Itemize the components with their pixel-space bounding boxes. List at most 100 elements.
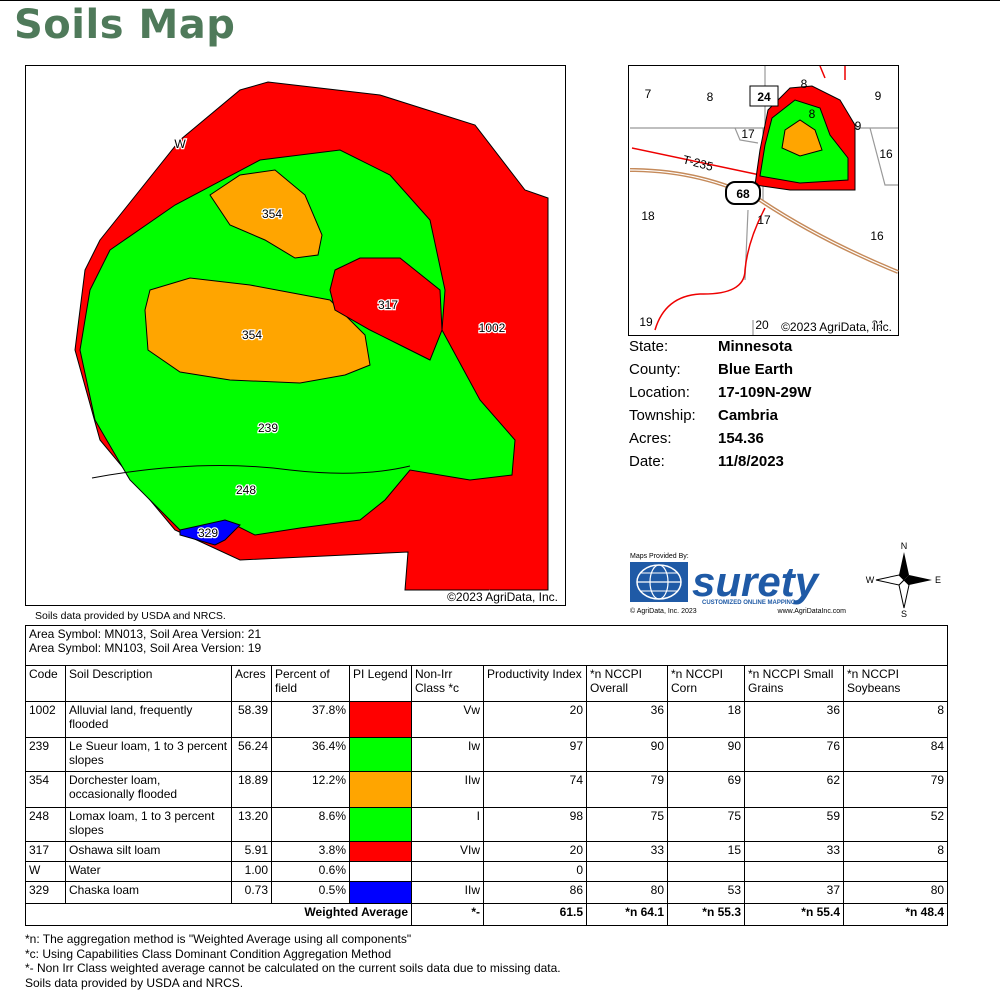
locator-label: 24 [757, 90, 771, 104]
locator-field [781, 119, 823, 157]
pi-legend [349, 861, 412, 882]
table-cell: 239 [25, 737, 66, 772]
header-cell: *n NCCPI Corn [667, 665, 745, 702]
info-key: Acres: [629, 430, 672, 447]
weighted-value: *n 64.1 [586, 903, 668, 926]
locator-label: 7 [645, 87, 652, 101]
locator-label: 16 [879, 147, 893, 161]
header-cell: *n NCCPI Small Grains [744, 665, 844, 702]
table-cell: 5.91 [231, 841, 272, 862]
logo-brand: surety [692, 558, 821, 605]
table-cell: 62 [744, 771, 844, 808]
table-cell: 317 [25, 841, 66, 862]
table-cell: 3.8% [271, 841, 350, 862]
table-cell: 36 [744, 701, 844, 738]
table-cell: 75 [667, 807, 745, 842]
header-cell: Non-Irr Class *c [411, 665, 484, 702]
table-cell: 13.20 [231, 807, 272, 842]
table-cell: 8.6% [271, 807, 350, 842]
map-label: 329 [198, 526, 218, 540]
info-key: State: [629, 338, 669, 355]
table-cell: 69 [667, 771, 745, 808]
table-cell [667, 861, 745, 882]
table-cell: 18 [667, 701, 745, 738]
red-road [631, 65, 846, 331]
pi-swatch [350, 772, 411, 807]
info-row: County: Blue Earth [629, 361, 811, 384]
table-cell: 79 [586, 771, 668, 808]
info-row: Location: 17-109N-29W [629, 384, 811, 407]
map-label: 239 [258, 421, 278, 435]
map-label: 317 [378, 298, 398, 312]
soil-354 [144, 277, 371, 384]
table-row: 239 Le Sueur loam, 1 to 3 percent slopes 5… [25, 737, 949, 772]
locator-label: 8 [809, 107, 816, 121]
hwy-shield [749, 85, 779, 107]
pi-legend [349, 737, 412, 772]
locator-label: 18 [641, 209, 655, 223]
table-cell: 97 [483, 737, 587, 772]
info-value: 17-109N-29W [718, 384, 812, 401]
table-cell: IIw [411, 881, 484, 904]
table-cell: W [25, 861, 66, 882]
map-label: 354 [262, 207, 282, 221]
table-cell: 76 [744, 737, 844, 772]
table-cell: 79 [842, 771, 949, 808]
info: State: Minnesota County: Blue Earth Location… [629, 338, 811, 476]
table-row: 354 Dorchester loam, occasionally flooded… [25, 771, 949, 808]
table-cell: IIw [411, 771, 484, 808]
logo-tagline: CUSTOMIZED ONLINE MAPPING [702, 600, 796, 606]
map-label: 354 [242, 328, 262, 342]
table-cell: Water [65, 861, 232, 882]
table-cell: 90 [586, 737, 668, 772]
table-cell: 37 [744, 881, 844, 904]
locator-label: 8 [801, 77, 808, 91]
pi-swatch [350, 882, 411, 903]
table-cell: 20 [483, 701, 587, 738]
table-cell: 20 [483, 841, 587, 862]
info-value: Cambria [718, 407, 779, 424]
table-cell [586, 861, 668, 882]
map-source: Soils data provided by USDA and NRCS. [35, 610, 226, 622]
table-cell: 1002 [25, 701, 66, 738]
table-row: 1002 Alluvial land, frequently flooded 58.… [25, 701, 949, 738]
maps: W 354 317 1002 354 239 248 329 ©2023 Agr… [0, 0, 1000, 622]
map-label: 1002 [479, 321, 506, 335]
table-cell: 1.00 [231, 861, 272, 882]
table-cell: 0.5% [271, 881, 350, 904]
pi-legend [349, 841, 412, 862]
pi-swatch [350, 702, 411, 737]
road [629, 169, 899, 273]
pi-legend [349, 701, 412, 738]
table-cell: 36.4% [271, 737, 350, 772]
weighted-row: Weighted Average *- 61.5 *n 64.1 *n 55.3 *n 5… [25, 903, 949, 926]
header-cell: Code [25, 665, 66, 702]
table-cell: 52 [842, 807, 949, 842]
locator-label: 68 [736, 187, 750, 201]
info-value: 154.36 [718, 430, 764, 447]
soil-329 [179, 519, 241, 546]
area-symbol: Area Symbol: MN013, Soil Area Version: 2… [29, 627, 262, 641]
compass-label: N [901, 541, 908, 551]
table-cell: 75 [586, 807, 668, 842]
locator-label: 17 [741, 127, 755, 141]
table-cell: 53 [667, 881, 745, 904]
table-cell: 59 [744, 807, 844, 842]
soils-table: Area Symbol: MN013, Soil Area Version: 2… [24, 625, 949, 926]
table-cell: 0 [483, 861, 587, 882]
table-cell: 248 [25, 807, 66, 842]
soil-354 [209, 169, 323, 259]
info-row: State: Minnesota [629, 338, 811, 361]
table-cell: 15 [667, 841, 745, 862]
table-row: W Water 1.00 0.6% 0 [25, 861, 949, 882]
locator-label: 8 [707, 90, 714, 104]
info-key: Date: [629, 453, 665, 470]
footnote: Soils data provided by USDA and NRCS. [25, 975, 244, 990]
table-cell [411, 861, 484, 882]
footnotes: *n: The aggregation method is "Weighted … [25, 932, 561, 990]
title: Soils Map [14, 2, 236, 48]
header-cell: Soil Description [65, 665, 232, 702]
soil-317 [329, 257, 443, 361]
table-cell: 80 [842, 881, 949, 904]
